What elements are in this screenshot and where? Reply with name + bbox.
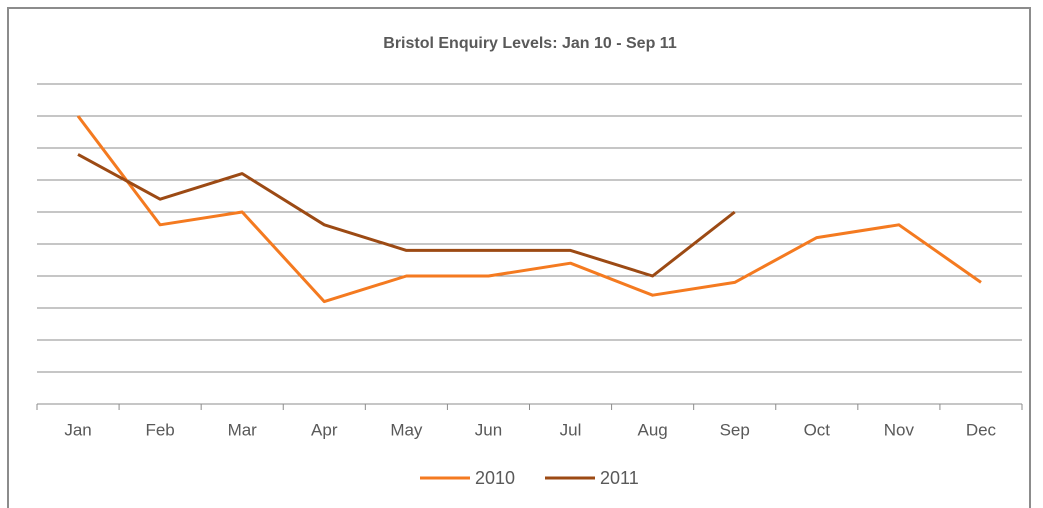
chart-title: Bristol Enquiry Levels: Jan 10 - Sep 11 xyxy=(383,35,677,52)
x-tick-label: Apr xyxy=(311,420,338,439)
x-tick-label: Jun xyxy=(475,420,502,439)
legend-label: 2011 xyxy=(600,468,639,488)
x-tick-label: Jan xyxy=(64,420,91,439)
x-tick-label: May xyxy=(390,420,423,439)
legend-label: 2010 xyxy=(475,468,515,488)
x-tick-label: Aug xyxy=(638,420,668,439)
x-tick-label: Feb xyxy=(145,420,174,439)
x-tick-label: Dec xyxy=(966,420,997,439)
x-tick-label: Jul xyxy=(560,420,582,439)
x-tick-label: Nov xyxy=(884,420,915,439)
series-line xyxy=(76,115,982,304)
frame xyxy=(7,7,1031,508)
x-tick-label: Mar xyxy=(228,420,258,439)
series-line xyxy=(77,153,736,278)
x-tick-label: Oct xyxy=(804,420,831,439)
x-tick-label: Sep xyxy=(720,420,750,439)
